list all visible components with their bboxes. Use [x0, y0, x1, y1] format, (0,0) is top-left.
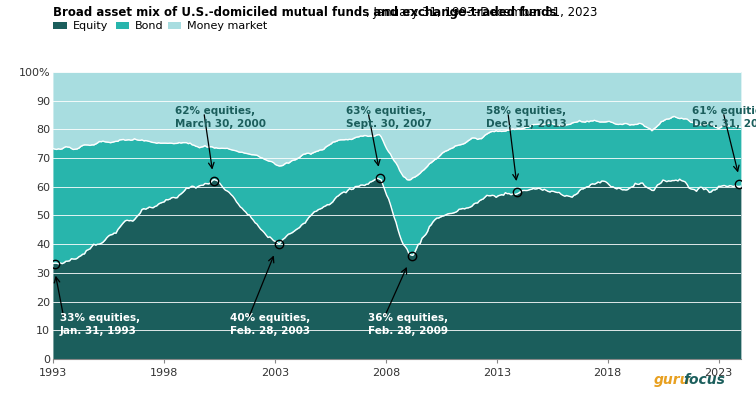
Text: , January 31, 1993–December 31, 2023: , January 31, 1993–December 31, 2023: [366, 6, 597, 19]
Text: 61% equities,
Dec. 31, 2023: 61% equities, Dec. 31, 2023: [692, 106, 756, 130]
Text: focus: focus: [683, 373, 725, 387]
Text: 36% equities,
Feb. 28, 2009: 36% equities, Feb. 28, 2009: [368, 313, 448, 336]
Text: Bond: Bond: [135, 20, 164, 31]
Text: 33% equities,
Jan. 31, 1993: 33% equities, Jan. 31, 1993: [60, 313, 140, 336]
Text: Money market: Money market: [187, 20, 268, 31]
Text: 40% equities,
Feb. 28, 2003: 40% equities, Feb. 28, 2003: [231, 313, 311, 336]
Text: 63% equities,
Sept. 30, 2007: 63% equities, Sept. 30, 2007: [345, 106, 432, 130]
Text: Equity: Equity: [73, 20, 108, 31]
Text: 62% equities,
March 30, 2000: 62% equities, March 30, 2000: [175, 106, 266, 130]
Text: 58% equities,
Dec. 31, 2013: 58% equities, Dec. 31, 2013: [485, 106, 566, 130]
Text: Broad asset mix of U.S.-domiciled mutual funds and exchange-traded funds: Broad asset mix of U.S.-domiciled mutual…: [53, 6, 556, 19]
Text: guru: guru: [654, 373, 690, 387]
